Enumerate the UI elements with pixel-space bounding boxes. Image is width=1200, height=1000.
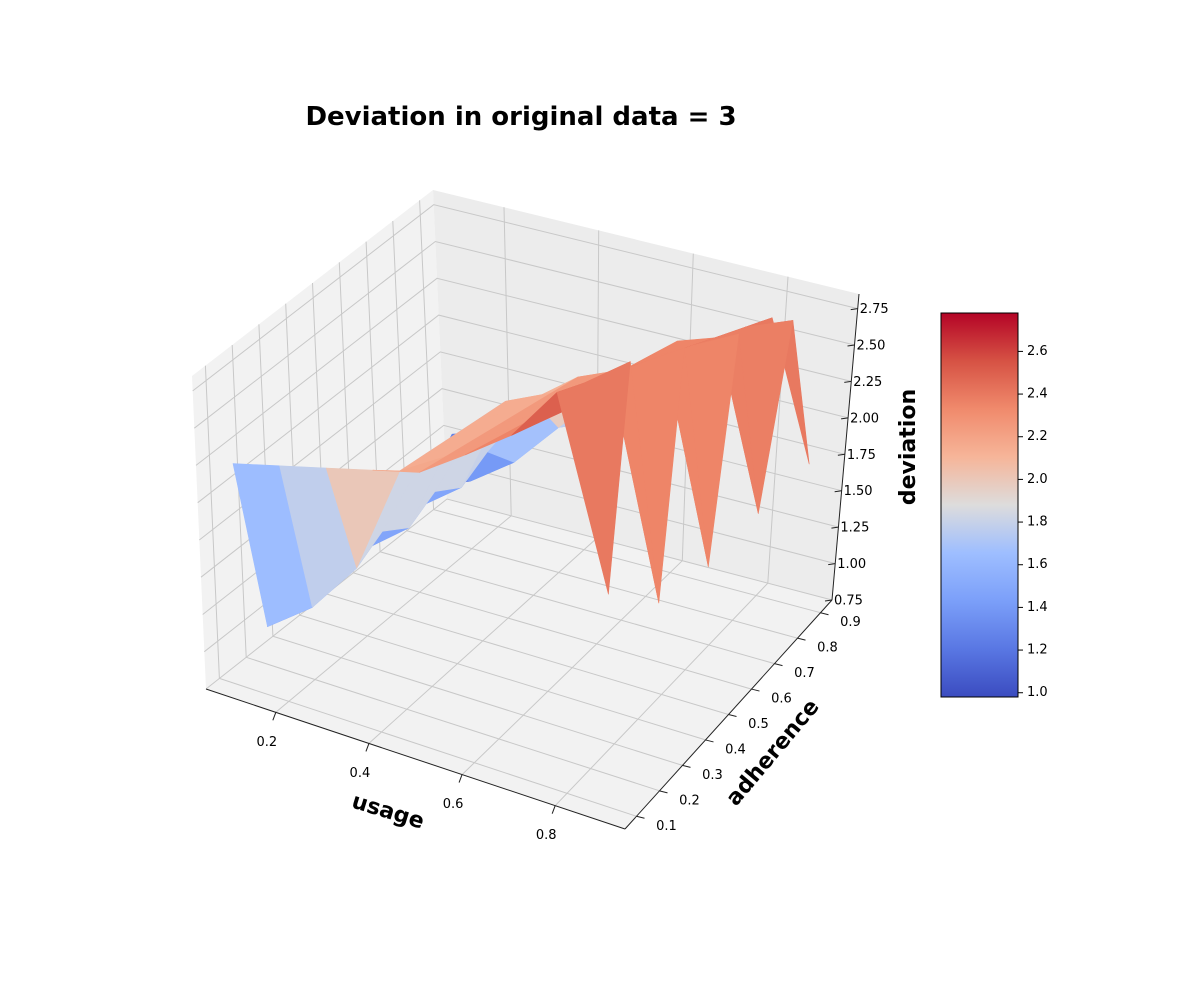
floor-pane <box>206 499 832 829</box>
x-tick-label: 0.2 <box>256 735 277 750</box>
z-axis-label: deviation <box>896 389 921 505</box>
y-tick-mark <box>636 815 645 819</box>
chart-title: Deviation in original data = 3 <box>305 102 736 132</box>
z-tick-mark <box>837 453 845 456</box>
colorbar-tick-label: 1.8 <box>1027 515 1048 530</box>
y-tick-mark <box>774 663 783 667</box>
colorbar-tick-label: 2.6 <box>1027 344 1048 359</box>
z-tick-mark <box>841 417 849 420</box>
z-tick-mark <box>824 599 833 602</box>
z-tick-label: 1.75 <box>847 448 876 463</box>
surface <box>232 317 810 627</box>
y-tick-label: 0.2 <box>679 793 700 808</box>
y-tick-mark <box>820 612 829 616</box>
z-tick-label: 2.75 <box>860 302 889 317</box>
colorbar-tick-label: 1.4 <box>1027 600 1048 615</box>
z-tick-label: 1.25 <box>840 521 869 536</box>
colorbar-tick-label: 1.2 <box>1027 643 1048 658</box>
axis-ticks: 0.20.40.60.80.10.20.30.40.50.60.70.80.90… <box>256 302 888 843</box>
colorbar-tick-label: 2.0 <box>1027 472 1048 487</box>
y-tick-label: 0.5 <box>748 717 769 732</box>
colorbar-tick-label: 1.0 <box>1027 685 1048 700</box>
z-tick-mark <box>844 380 852 383</box>
y-tick-mark <box>797 637 806 641</box>
x-tick-label: 0.4 <box>350 766 371 781</box>
y-tick-mark <box>728 714 737 717</box>
x-tick-mark <box>272 712 277 721</box>
x-tick-label: 0.8 <box>536 828 557 843</box>
colorbar-tick-label: 2.2 <box>1027 429 1048 444</box>
z-tick-label: 1.50 <box>844 484 873 499</box>
z-tick-label: 2.25 <box>853 375 882 390</box>
x-tick-label: 0.6 <box>443 797 464 812</box>
y-tick-mark <box>659 790 668 794</box>
z-tick-mark <box>847 344 855 347</box>
y-tick-label: 0.4 <box>725 742 746 757</box>
z-tick-label: 2.00 <box>850 411 879 426</box>
y-tick-mark <box>751 688 760 692</box>
colorbar-tick-label: 1.6 <box>1027 557 1048 572</box>
grid-line-z <box>193 240 855 429</box>
y-tick-label: 0.8 <box>817 641 838 656</box>
z-tick-mark <box>834 490 842 493</box>
colorbar-tick-label: 2.4 <box>1027 387 1048 402</box>
y-tick-label: 0.6 <box>771 692 792 707</box>
surface-patch <box>556 361 631 595</box>
colorbar-gradient <box>940 312 1019 698</box>
colorbar: 1.0 1.2 1.4 1.6 1.8 2.0 2.2 2.4 2.6 <box>940 312 1048 700</box>
z-tick-mark <box>828 563 836 566</box>
z-tick-label: 2.50 <box>857 339 886 354</box>
grid-line-z <box>205 498 833 690</box>
x-tick-mark <box>458 774 463 783</box>
y-tick-label: 0.9 <box>840 615 861 630</box>
y-tick-label: 0.1 <box>656 819 677 834</box>
grid-line-z <box>192 204 858 392</box>
y-tick-label: 0.7 <box>794 666 815 681</box>
y-tick-mark <box>705 739 714 743</box>
y-tick-mark <box>682 764 691 768</box>
z-tick-label: 1.00 <box>837 557 866 572</box>
z-tick-label: 0.75 <box>834 594 863 609</box>
y-tick-label: 0.3 <box>702 768 723 783</box>
z-tick-mark <box>850 308 858 311</box>
x-tick-mark <box>551 805 556 814</box>
z-tick-mark <box>831 526 839 529</box>
x-tick-mark <box>365 743 370 752</box>
x-axis-label: usage <box>349 789 427 835</box>
